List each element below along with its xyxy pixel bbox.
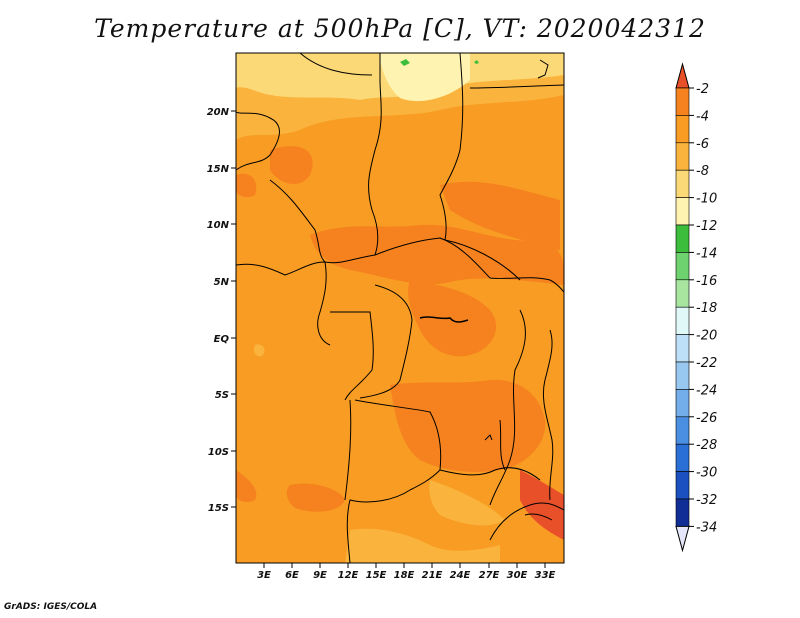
lon-label: 27E xyxy=(479,570,500,581)
colorbar-swatch xyxy=(675,252,690,281)
colorbar-swatch xyxy=(675,334,690,363)
colorbar: -2 -4 -6 -8 -10 -12 -14 -16 -18 -20 -22 -24 -26 -28 -3… xyxy=(675,62,717,553)
colorbar-swatch xyxy=(675,279,690,308)
colorbar-label: -8 xyxy=(696,164,709,179)
axis-ticks xyxy=(231,110,546,568)
colorbar-label: -32 xyxy=(696,493,717,508)
lon-label: 24E xyxy=(450,570,471,581)
colorbar-swatch xyxy=(675,169,690,198)
colorbar-label: -28 xyxy=(696,438,717,453)
lon-label: 3E xyxy=(257,570,271,581)
lon-label: 12E xyxy=(338,570,359,581)
colorbar-label: -24 xyxy=(696,383,717,398)
colorbar-label: -4 xyxy=(696,109,709,124)
colorbar-label: -20 xyxy=(696,329,717,344)
colorbar-swatch xyxy=(675,224,690,253)
temperature-field xyxy=(236,53,564,563)
country-borders xyxy=(236,53,564,563)
colorbar-swatch xyxy=(675,142,690,171)
colorbar-swatch xyxy=(675,87,690,116)
lat-labels: 20N 15N 10N 5N EQ 5S 10S 15S xyxy=(207,107,230,514)
colorbar-swatch xyxy=(675,389,690,418)
lon-label: 21E xyxy=(422,570,443,581)
colorbar-swatch xyxy=(675,361,690,390)
lat-label: 15N xyxy=(207,164,230,175)
colorbar-label: -30 xyxy=(696,466,717,481)
colorbar-label: -34 xyxy=(696,520,717,535)
map-frame xyxy=(235,52,565,564)
colorbar-swatch xyxy=(675,471,690,500)
lon-label: 15E xyxy=(366,570,387,581)
colorbar-label: -10 xyxy=(696,192,717,207)
lat-label: 10N xyxy=(207,220,230,231)
colorbar-label: -12 xyxy=(696,219,717,234)
map-title: Temperature at 500hPa [C], VT: 202004231… xyxy=(94,14,706,43)
colorbar-swatch xyxy=(675,306,690,335)
lat-label: 10S xyxy=(208,447,229,458)
colorbar-label: -18 xyxy=(696,301,717,316)
colorbar-swatch xyxy=(675,197,690,226)
lat-label: EQ xyxy=(214,334,230,345)
colorbar-label: -26 xyxy=(696,411,717,426)
lat-label: 20N xyxy=(207,107,230,118)
lat-label: 15S xyxy=(208,503,229,514)
colorbar-swatch xyxy=(675,416,690,445)
colorbar-label: -6 xyxy=(696,137,709,152)
colorbar-label: -16 xyxy=(696,274,717,289)
lat-label: 5S xyxy=(215,390,229,401)
colorbar-bottom-arrow xyxy=(675,525,690,553)
lon-label: 6E xyxy=(285,570,299,581)
lat-label: 5N xyxy=(214,277,230,288)
credit-text: GrADS: IGES/COLA xyxy=(4,602,98,612)
colorbar-swatch xyxy=(675,443,690,472)
colorbar-label: -2 xyxy=(696,82,709,97)
colorbar-swatch xyxy=(675,115,690,144)
colorbar-label: -22 xyxy=(696,356,717,371)
lon-label: 33E xyxy=(535,570,556,581)
colorbar-swatch xyxy=(675,498,690,527)
lon-label: 18E xyxy=(394,570,415,581)
lon-label: 9E xyxy=(313,570,327,581)
colorbar-top-arrow xyxy=(675,62,690,89)
lon-label: 30E xyxy=(507,570,528,581)
colorbar-label: -14 xyxy=(696,246,717,261)
lon-labels: 3E 6E 9E 12E 15E 18E 21E 24E 27E 30E 33E xyxy=(257,570,555,581)
